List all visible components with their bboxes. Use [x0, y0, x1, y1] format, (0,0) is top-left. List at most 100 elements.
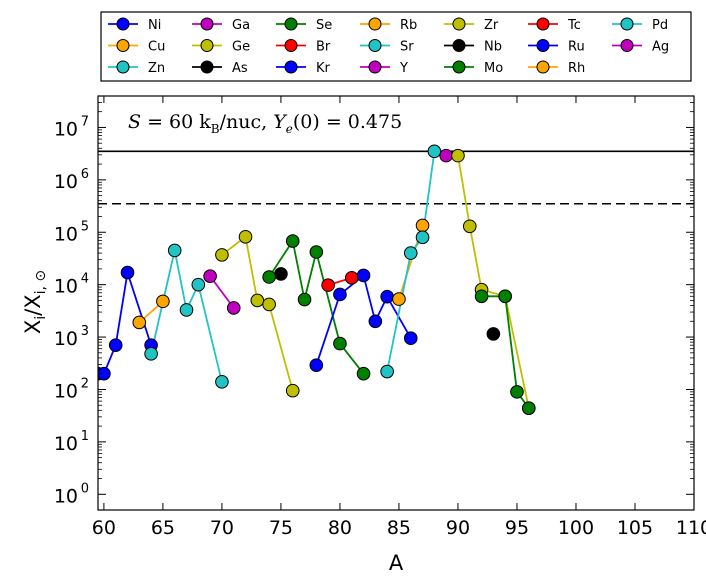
legend-marker	[620, 39, 634, 52]
data-point-ge	[250, 293, 265, 308]
data-point-sr	[403, 246, 418, 260]
series-line-mo	[481, 295, 530, 409]
legend-label: Ag	[652, 40, 669, 55]
data-point-ge	[215, 248, 229, 262]
data-point-se	[285, 234, 300, 248]
legend-marker	[536, 60, 550, 74]
legend-marker	[536, 39, 550, 52]
data-point-mo	[474, 289, 489, 304]
legend-entry-as: As	[192, 60, 248, 76]
data-point-ga	[203, 269, 217, 284]
legend-entry-mo: Mo	[444, 60, 503, 76]
legend-label: Zr	[484, 18, 499, 33]
data-point-cu	[156, 294, 170, 309]
y-tick-exponent: 3	[81, 324, 89, 339]
data-point-mo	[498, 289, 512, 304]
legend-label: Tc	[567, 18, 581, 33]
x-tick-label: 100	[558, 517, 594, 539]
legend-entry-br: Br	[276, 39, 331, 55]
legend-marker	[452, 17, 466, 31]
legend-entry-cu: Cu	[108, 39, 165, 55]
x-tick-label: 60	[92, 517, 116, 539]
data-point-cu	[132, 315, 147, 330]
data-point-se	[297, 292, 312, 307]
x-axis-label: A	[389, 551, 404, 575]
plot-area: 6065707580859095100105110 10010110210310…	[54, 95, 706, 539]
legend-label: Mo	[484, 61, 503, 76]
y-tick-label: 10	[54, 276, 78, 298]
annotation-text: S = 60 kB/nuc, Ye(0) = 0.475	[128, 111, 402, 136]
data-point-ge	[262, 297, 276, 312]
legend-entry-se: Se	[276, 17, 332, 33]
data-point-kr	[333, 287, 347, 302]
y-tick-label: 10	[54, 118, 78, 140]
y-tick-label: 10	[54, 328, 78, 350]
series-line-kr	[315, 273, 412, 366]
data-point-ge	[238, 229, 253, 244]
legend-entry-sr: Sr	[360, 39, 414, 55]
legend-marker	[284, 17, 298, 31]
legend-marker	[536, 17, 550, 31]
y-tick-label: 10	[54, 223, 78, 245]
x-tick-label: 95	[505, 517, 529, 539]
x-tick-label: 75	[269, 517, 293, 539]
legend-label: Ru	[568, 40, 585, 55]
data-point-zn	[191, 277, 206, 292]
legend-marker	[452, 60, 466, 74]
x-tick-label: 90	[446, 517, 470, 539]
legend-label: Y	[399, 61, 408, 76]
legend-entry-zr: Zr	[444, 17, 499, 33]
data-point-kr	[309, 358, 324, 373]
legend-entry-ru: Ru	[528, 39, 585, 55]
legend-label: Br	[316, 40, 331, 55]
y-tick-exponent: 4	[81, 272, 89, 287]
legend-marker	[200, 17, 214, 31]
data-point-kr	[356, 268, 371, 283]
data-point-ni	[98, 366, 111, 381]
data-point-ni	[108, 338, 123, 352]
legend-label: Sr	[400, 40, 414, 55]
data-point-as	[274, 267, 288, 281]
y-tick-exponent: 5	[81, 219, 89, 234]
legend-entry-ge: Ge	[192, 39, 250, 55]
legend-entry-rh: Rh	[528, 60, 585, 76]
x-tick-label: 65	[151, 517, 175, 539]
legend-label: Kr	[316, 61, 331, 76]
data-point-se	[309, 245, 324, 259]
data-point-zr	[462, 219, 477, 234]
data-point-kr	[403, 331, 418, 346]
legend-entry-rb: Rb	[360, 17, 417, 33]
y-tick-exponent: 1	[81, 429, 89, 444]
x-tick-label: 70	[210, 517, 234, 539]
y-tick-label: 10	[54, 380, 78, 402]
data-point-mo	[510, 385, 524, 399]
legend-marker	[620, 17, 634, 31]
y-tick-exponent: 0	[81, 481, 89, 496]
legend-entry-ni: Ni	[108, 17, 161, 33]
data-point-br	[321, 278, 335, 292]
legend-label: Ni	[148, 18, 161, 33]
data-point-zr	[451, 148, 465, 163]
data-point-nb	[486, 327, 501, 341]
legend-marker	[284, 60, 298, 74]
data-point-rb	[392, 292, 406, 306]
legend-marker	[368, 60, 382, 74]
legend-label: Nb	[484, 40, 502, 55]
data-point-ni	[120, 265, 135, 280]
legend-marker	[116, 17, 130, 31]
data-point-zn	[167, 243, 182, 258]
legend-entry-kr: Kr	[276, 60, 331, 76]
data-point-ge	[285, 383, 300, 398]
legend-label: Pd	[652, 18, 668, 33]
legend-entry-tc: Tc	[528, 17, 581, 33]
data-point-rb	[415, 218, 430, 233]
data-point-sr	[380, 364, 394, 379]
series-line-zr	[457, 155, 530, 409]
data-point-se	[262, 270, 276, 284]
data-point-ga	[226, 301, 241, 315]
legend-marker	[200, 39, 214, 52]
legend-entry-ga: Ga	[192, 17, 250, 33]
legend-marker	[452, 39, 466, 52]
data-point-y	[439, 148, 453, 163]
